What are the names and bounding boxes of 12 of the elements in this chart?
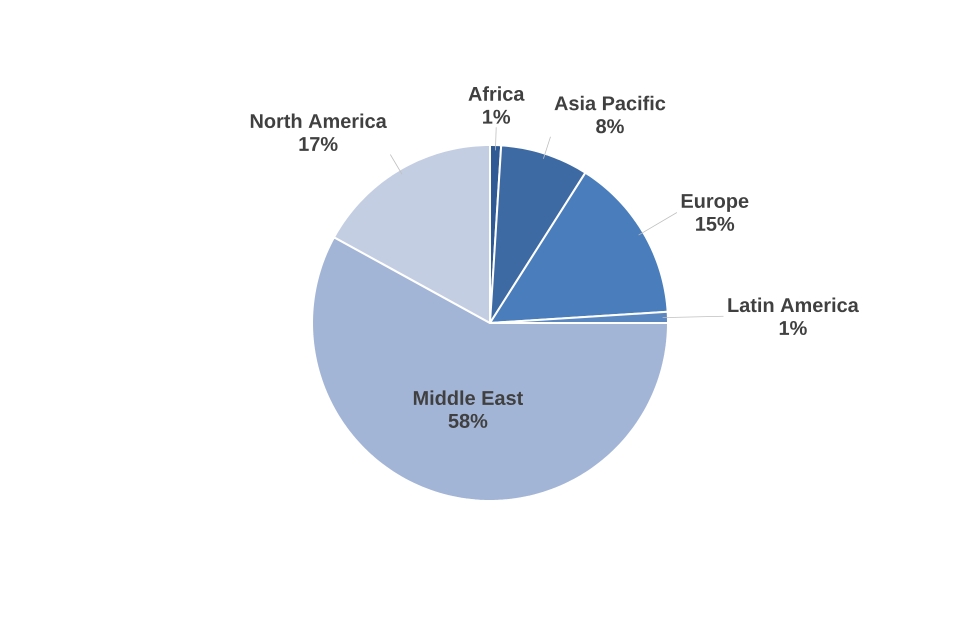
data-label: 17% [299, 136, 338, 151]
data-label: 8% [596, 119, 624, 134]
data-label: 58% [448, 414, 488, 428]
slice-label: Africa [468, 86, 525, 101]
data-label: 15% [696, 216, 734, 231]
data-label: 1% [483, 110, 510, 124]
slice-label: North America [250, 113, 387, 128]
slice-label: Middle East [414, 390, 524, 406]
data-label: 1% [780, 321, 807, 336]
slice-label: Latin America [728, 298, 859, 312]
slice-label: Europe [682, 194, 748, 212]
slice-label: Asia Pacific [554, 96, 666, 110]
